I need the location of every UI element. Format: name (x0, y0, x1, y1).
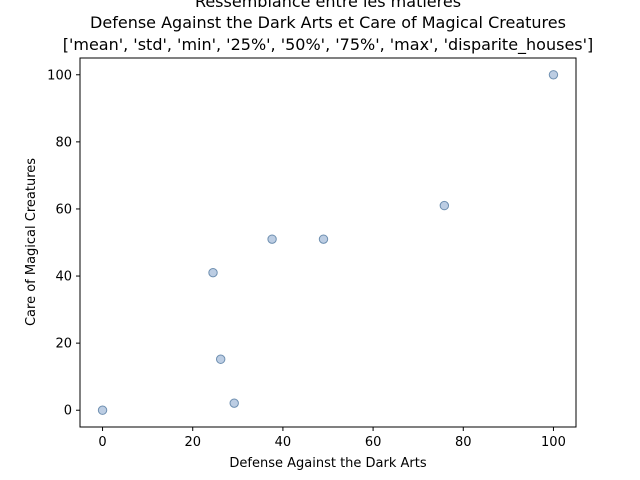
chart-title-line-3: ['mean', 'std', 'min', '25%', '50%', '75… (63, 35, 594, 55)
data-point-3 (215, 354, 226, 364)
y-axis-ticks: 0 20 40 60 80 100 (47, 68, 80, 419)
y-tick-label-5: 80 (55, 135, 72, 150)
x-tick-label-1: 0 (98, 435, 106, 450)
x-axis-ticks: 0 20 40 60 80 100 (98, 427, 566, 450)
data-point-6 (318, 234, 329, 244)
data-point-2 (208, 267, 218, 278)
chart-title-line-2: Defense Against the Dark Arts et Care of… (90, 13, 566, 32)
plot-area-frame (79, 57, 577, 428)
x-axis-label: Defense Against the Dark Arts (229, 456, 426, 471)
data-point-8 (548, 70, 559, 80)
y-tick-label-6: 100 (47, 68, 72, 83)
x-tick-label-4: 60 (365, 435, 382, 450)
x-tick-label-3: 40 (275, 435, 292, 450)
y-tick-label-1: 0 (64, 404, 72, 419)
data-point-4 (229, 398, 239, 408)
y-tick-label-2: 20 (55, 337, 72, 352)
data-point-7 (439, 200, 450, 211)
y-tick-label-4: 60 (55, 202, 72, 217)
x-tick-label-5: 80 (455, 435, 472, 450)
x-tick-label-6: 100 (541, 435, 566, 450)
chart-title: Ressemblance entre les matieres Defense … (63, 0, 594, 55)
data-point-1 (97, 405, 108, 415)
y-tick-label-3: 40 (55, 270, 72, 285)
y-axis-label: Care of Magical Creatures (24, 158, 39, 326)
data-point-5 (267, 234, 277, 244)
chart-title-line-1: Ressemblance entre les matieres (195, 0, 461, 11)
data-points (97, 70, 559, 415)
x-tick-label-2: 20 (184, 435, 201, 450)
